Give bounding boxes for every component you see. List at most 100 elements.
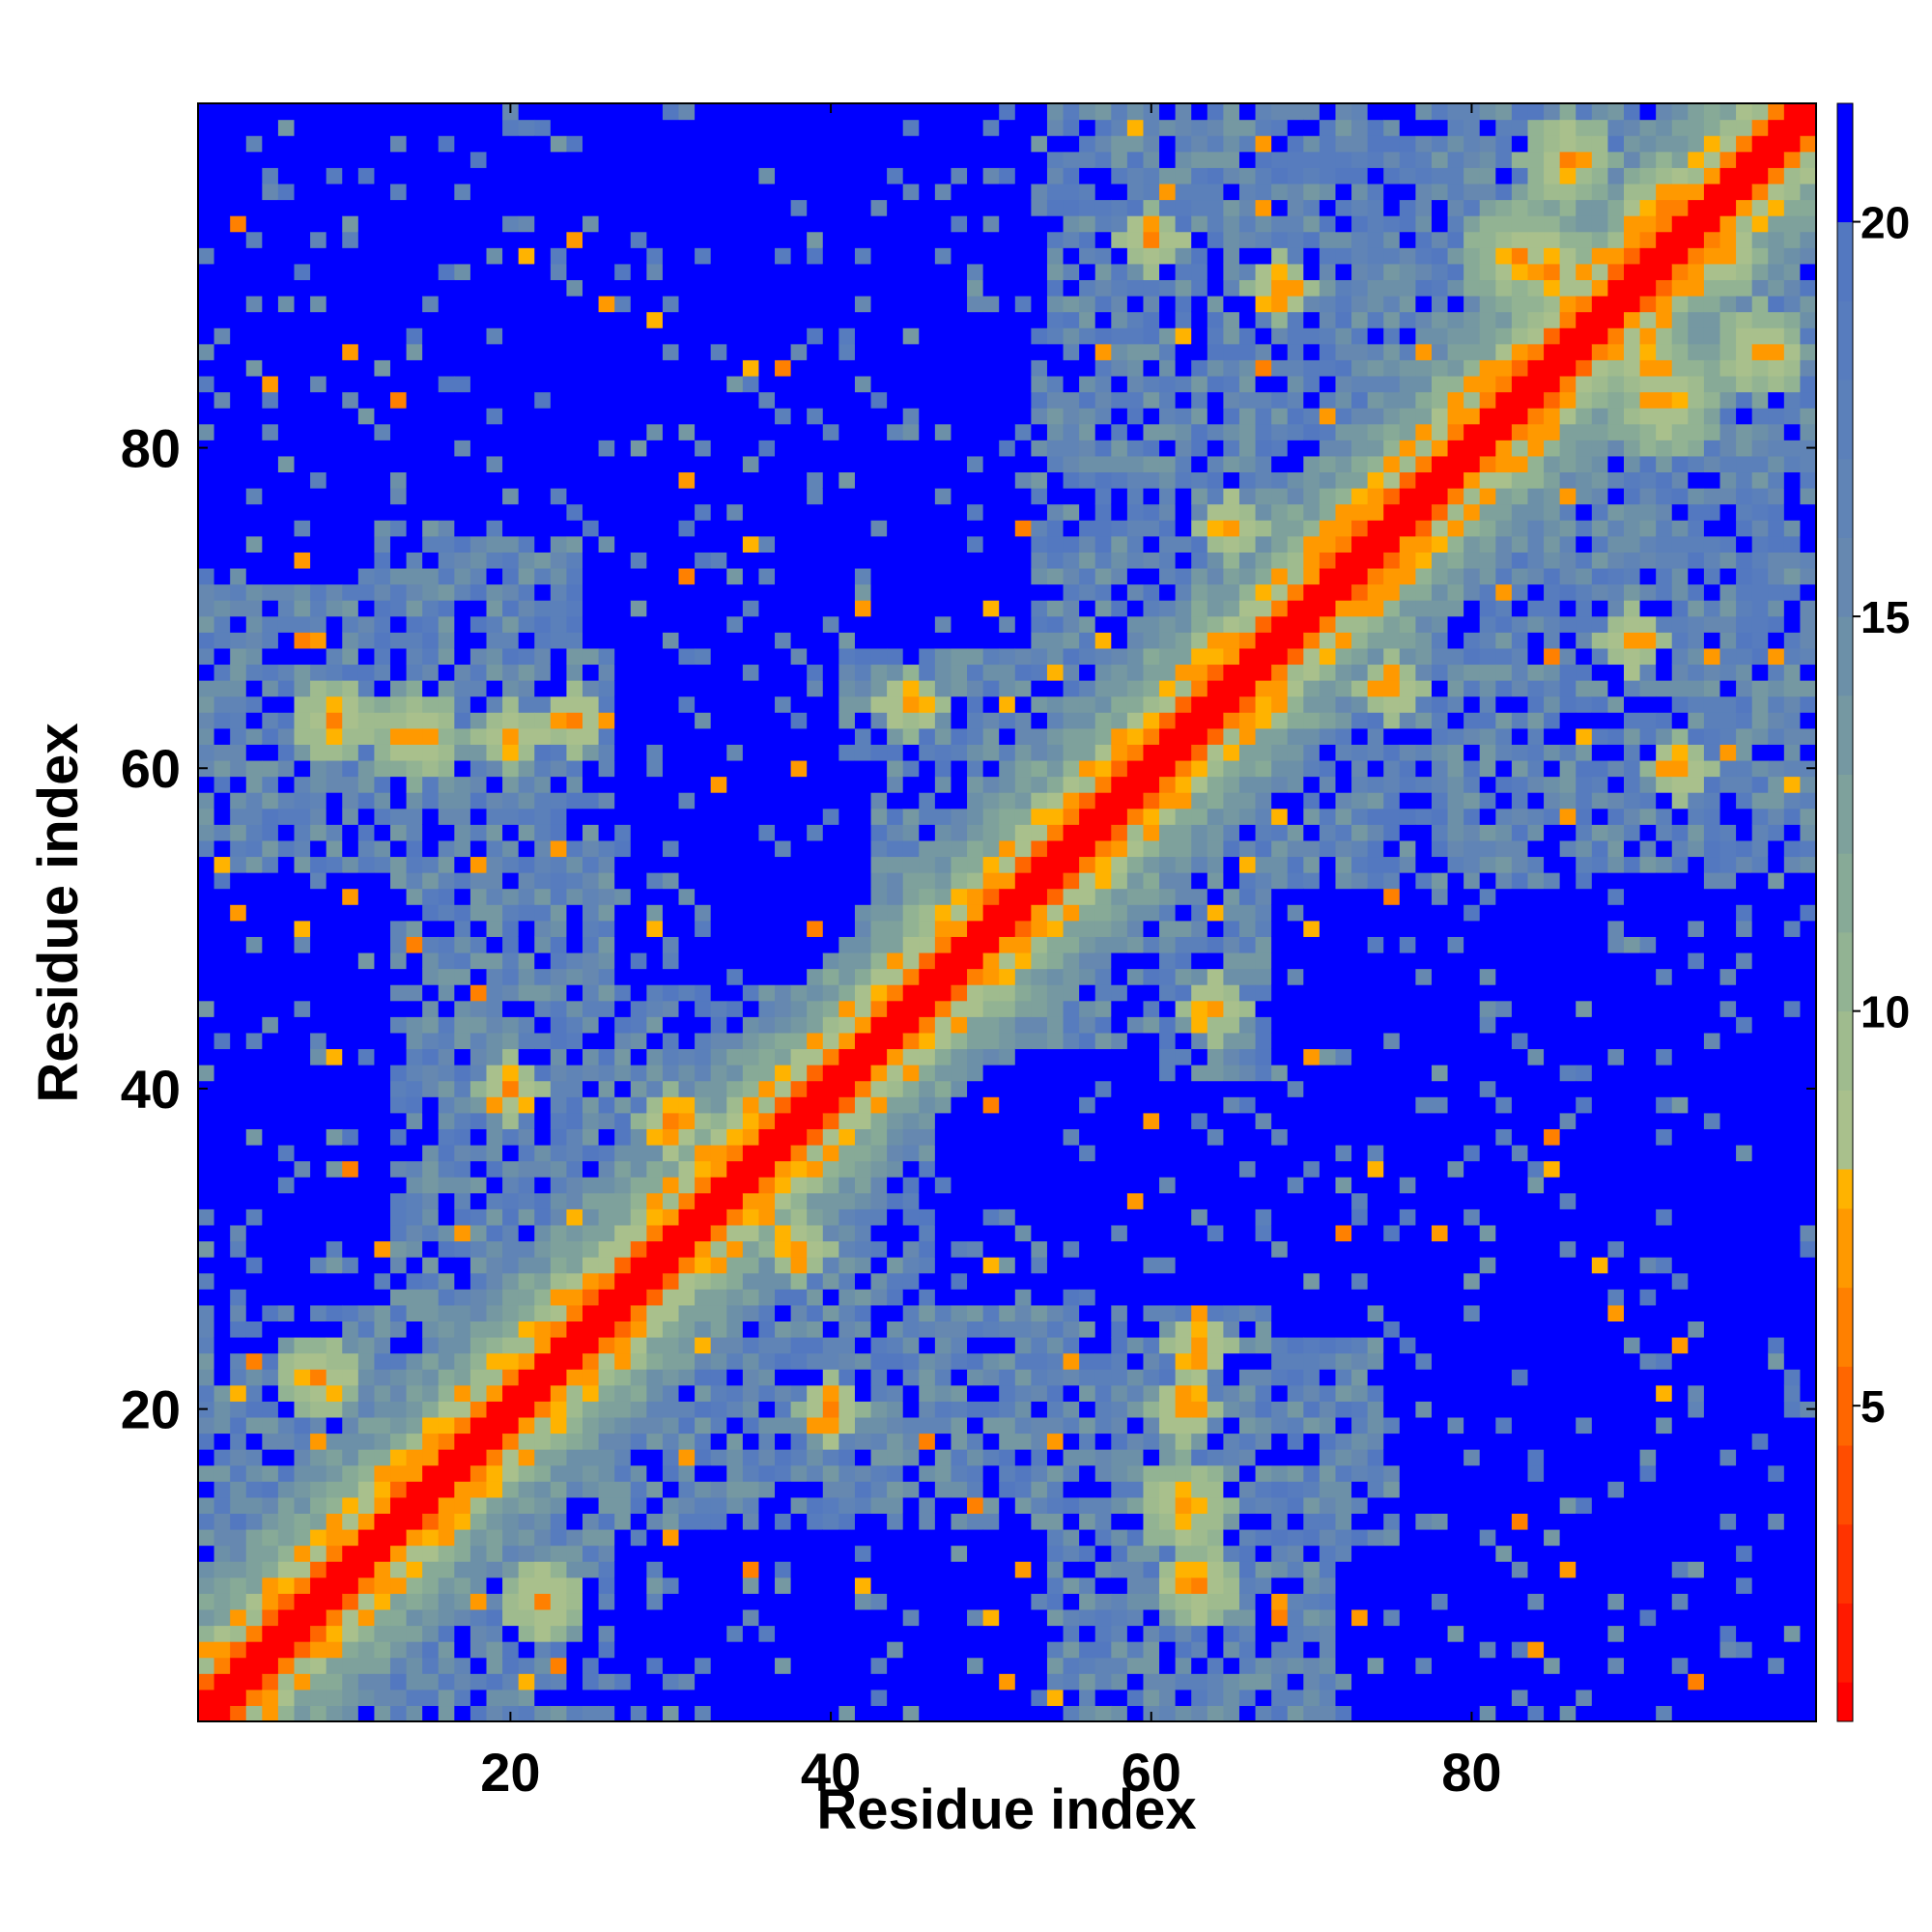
heatmap-cell <box>277 1577 296 1594</box>
heatmap-cell <box>726 231 744 248</box>
heatmap-cell <box>967 215 984 233</box>
heatmap-cell <box>469 1496 488 1514</box>
heatmap-cell <box>678 824 696 841</box>
heatmap-cell <box>887 615 904 633</box>
heatmap-cell <box>726 984 744 1002</box>
heatmap-cell <box>902 680 920 697</box>
heatmap-cell <box>807 759 824 778</box>
heatmap-cell <box>838 1304 856 1321</box>
heatmap-cell <box>758 1304 776 1321</box>
heatmap-cell <box>582 520 600 537</box>
heatmap-cell <box>438 1513 455 1530</box>
heatmap-cell <box>790 488 808 505</box>
heatmap-cell <box>919 920 936 937</box>
heatmap-cell <box>838 488 856 505</box>
heatmap-cell <box>518 1144 535 1162</box>
heatmap-cell <box>245 759 263 778</box>
heatmap-cell <box>951 567 968 585</box>
heatmap-cell <box>742 1352 760 1370</box>
heatmap-cell <box>213 1433 231 1450</box>
heatmap-cell <box>934 296 952 313</box>
heatmap-cell <box>262 583 279 601</box>
heatmap-cell <box>726 632 744 649</box>
heatmap-cell <box>614 1321 632 1338</box>
heatmap-cell <box>374 503 391 521</box>
heatmap-cell <box>230 856 247 873</box>
heatmap-cell <box>582 1160 600 1178</box>
heatmap-cell <box>822 1177 839 1194</box>
heatmap-cell <box>887 1128 904 1146</box>
heatmap-cell <box>438 1496 455 1514</box>
heatmap-cell <box>775 359 792 377</box>
heatmap-cell <box>390 727 408 745</box>
heatmap-cell <box>758 119 776 136</box>
heatmap-cell <box>390 1272 408 1290</box>
heatmap-cell <box>807 1689 824 1707</box>
heatmap-cell <box>678 1096 696 1114</box>
heatmap-cell <box>614 776 632 793</box>
heatmap-cell <box>469 968 488 985</box>
heatmap-cell <box>213 296 231 313</box>
heatmap-cell <box>790 1016 808 1034</box>
heatmap-cell <box>887 664 904 681</box>
heatmap-cell <box>454 1545 471 1562</box>
heatmap-cell <box>390 1481 408 1498</box>
heatmap-cell <box>422 872 440 890</box>
heatmap-cell <box>422 647 440 666</box>
heatmap-cell <box>982 1384 1000 1402</box>
heatmap-cell <box>566 1128 583 1146</box>
heatmap-cell <box>807 920 824 937</box>
heatmap-cell <box>838 199 856 216</box>
heatmap-cell <box>469 1112 488 1129</box>
heatmap-cell <box>326 1321 343 1338</box>
heatmap-cell <box>566 936 583 953</box>
heatmap-cell <box>790 1513 808 1530</box>
heatmap-cell <box>454 520 471 537</box>
heatmap-cell <box>262 1240 279 1258</box>
heatmap-cell <box>630 712 647 729</box>
heatmap-cell <box>695 1449 712 1466</box>
heatmap-cell <box>374 471 391 489</box>
heatmap-cell <box>310 647 327 666</box>
heatmap-cell <box>582 615 600 633</box>
heatmap-cell <box>967 103 984 121</box>
heatmap-cell <box>742 600 760 617</box>
heatmap-cell <box>678 1016 696 1034</box>
heatmap-cell <box>951 552 968 569</box>
heatmap-cell <box>262 567 279 585</box>
heatmap-cell <box>902 471 920 489</box>
heatmap-cell <box>566 1016 583 1034</box>
heatmap-cell <box>245 1304 263 1321</box>
heatmap-cell <box>967 1096 984 1114</box>
heatmap-cell <box>919 296 936 313</box>
heatmap-cell <box>838 1160 856 1178</box>
heatmap-cell <box>662 1577 680 1594</box>
heatmap-cell <box>213 311 231 328</box>
heatmap-cell <box>662 744 680 761</box>
heatmap-cell <box>870 1144 888 1162</box>
heatmap-cell <box>710 904 727 922</box>
heatmap-cell <box>550 872 568 890</box>
heatmap-cell <box>775 1257 792 1274</box>
heatmap-cell <box>726 1096 744 1114</box>
heatmap-cell <box>486 647 503 666</box>
heatmap-cell <box>710 824 727 841</box>
heatmap-cell <box>758 520 776 537</box>
heatmap-cell <box>790 1401 808 1418</box>
heatmap-cell <box>982 1657 1000 1674</box>
heatmap-cell <box>566 727 583 745</box>
heatmap-cell <box>454 1065 471 1082</box>
heatmap-cell <box>534 776 552 793</box>
heatmap-cell <box>726 1224 744 1242</box>
heatmap-cell <box>245 327 263 345</box>
heatmap-cell <box>486 792 503 810</box>
heatmap-cell <box>758 183 776 201</box>
heatmap-cell <box>469 647 488 666</box>
heatmap-cell <box>438 792 455 810</box>
heatmap-cell <box>277 1000 296 1017</box>
heatmap-cell <box>695 1352 712 1370</box>
heatmap-cell <box>919 520 936 537</box>
heatmap-cell <box>742 696 760 713</box>
heatmap-cell <box>662 408 680 425</box>
heatmap-cell <box>775 1080 792 1097</box>
